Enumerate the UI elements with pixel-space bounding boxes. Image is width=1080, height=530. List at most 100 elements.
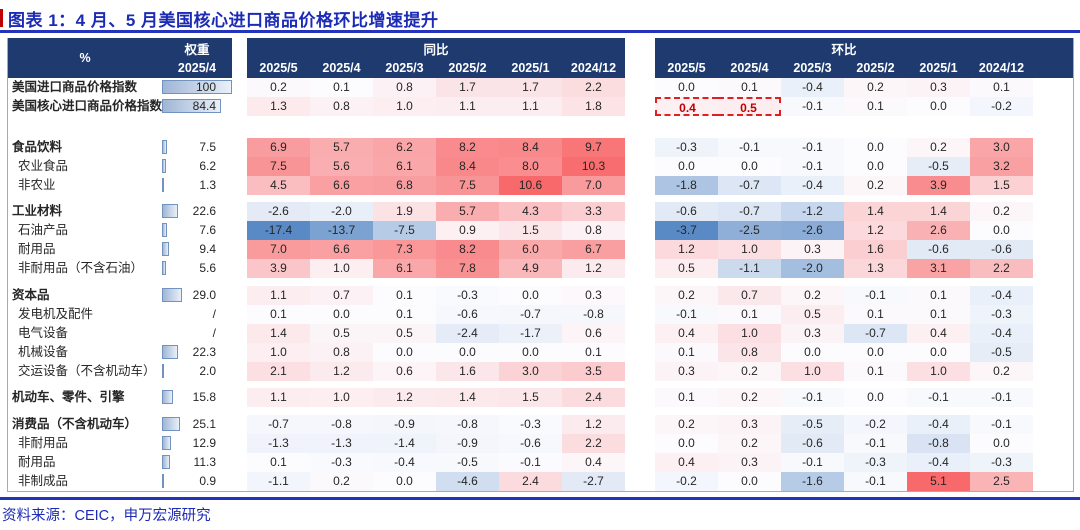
weight-bar	[162, 436, 172, 450]
period-label: 2025/5	[667, 61, 706, 75]
block-gap	[232, 388, 247, 407]
header-gap	[232, 38, 247, 78]
mom-cell: -2.0	[781, 259, 844, 278]
mom-cell: -0.1	[781, 97, 844, 116]
mom-cell: -0.1	[844, 472, 907, 491]
mom-cell-highlighted: 0.5	[718, 97, 781, 116]
weight-bar	[162, 474, 164, 488]
right-pad	[1033, 453, 1073, 472]
mom-cell: 1.4	[844, 202, 907, 221]
mom-cell: 0.0	[844, 388, 907, 407]
yoy-cell: -4.6	[436, 472, 499, 491]
mom-cell: -0.5	[907, 157, 970, 176]
block-gap	[232, 138, 247, 157]
yoy-cell: 2.4	[562, 388, 625, 407]
yoy-cell: 0.0	[373, 343, 436, 362]
yoy-cell: 6.7	[562, 240, 625, 259]
right-pad	[1033, 305, 1073, 324]
right-pad	[1033, 362, 1073, 381]
yoy-cell: 1.7	[499, 78, 562, 97]
weight-cell: 0.9	[162, 472, 232, 491]
yoy-cell: -1.4	[373, 434, 436, 453]
yoy-cell: 6.2	[373, 138, 436, 157]
weight-value: 7.5	[199, 140, 216, 154]
block-gap	[625, 138, 655, 157]
block-gap	[232, 221, 247, 240]
yoy-cell: 7.8	[436, 259, 499, 278]
mom-cell: 3.0	[970, 138, 1033, 157]
yoy-cell: 1.6	[436, 362, 499, 381]
mom-cell: -0.5	[781, 415, 844, 434]
mom-cell: -0.5	[970, 343, 1033, 362]
mom-cell: 0.0	[907, 343, 970, 362]
yoy-cell: 8.2	[436, 240, 499, 259]
figure-title: 图表 1：4 月、5 月美国核心进口商品价格环比增速提升	[8, 10, 439, 30]
period-label: 2025/2	[856, 61, 895, 75]
mom-cell: -2.5	[718, 221, 781, 240]
title-accent-bar	[0, 9, 3, 27]
yoy-cell: 1.7	[436, 78, 499, 97]
weight-value: 7.6	[199, 223, 216, 237]
table-header: % 权重 2025/4 同比 2025/5 2025/4 2025/3 2025/2 2…	[8, 38, 1073, 78]
yoy-cell: 5.6	[310, 157, 373, 176]
mom-cell: -0.1	[907, 388, 970, 407]
weight-value: 100	[195, 80, 216, 94]
weight-bar	[162, 159, 167, 173]
mom-cell: -0.4	[907, 415, 970, 434]
yoy-cell: -1.1	[247, 472, 310, 491]
weight-cell: 11.3	[162, 453, 232, 472]
yoy-label: 同比	[423, 42, 449, 57]
right-pad	[1033, 286, 1073, 305]
mom-label: 环比	[831, 42, 857, 57]
yoy-cell: 0.0	[436, 343, 499, 362]
yoy-cell: 7.5	[247, 157, 310, 176]
yoy-cell: 0.1	[247, 305, 310, 324]
mom-cell: -0.6	[970, 240, 1033, 259]
mom-cell: -1.2	[781, 202, 844, 221]
mom-cell: -1.1	[718, 259, 781, 278]
yoy-cell: 0.0	[499, 286, 562, 305]
period-label: 2025/3	[385, 61, 424, 75]
weight-cell: /	[162, 324, 232, 343]
weight-cell: 1.3	[162, 176, 232, 195]
yoy-cell: 0.0	[373, 472, 436, 491]
yoy-cell: -1.7	[499, 324, 562, 343]
block-gap	[232, 78, 247, 97]
weight-value: 25.1	[192, 417, 216, 431]
yoy-cell: 6.0	[499, 240, 562, 259]
yoy-cell: 0.3	[562, 286, 625, 305]
mom-cell: -0.1	[718, 138, 781, 157]
mom-cell: 0.0	[970, 434, 1033, 453]
weight-bar	[162, 261, 166, 275]
block-gap	[625, 157, 655, 176]
yoy-cell: 0.5	[310, 324, 373, 343]
row-label: 食品饮料	[12, 140, 63, 154]
yoy-cell: 6.8	[373, 176, 436, 195]
block-gap	[625, 176, 655, 195]
mom-cell: 0.2	[844, 176, 907, 195]
block-gap	[232, 362, 247, 381]
mom-cell: -0.7	[718, 176, 781, 195]
mom-cell: -3.7	[655, 221, 718, 240]
row-label: 美国进口商品价格指数	[12, 80, 138, 94]
mom-cell: 0.0	[655, 78, 718, 97]
price-table: % 权重 2025/4 同比 2025/5 2025/4 2025/3 2025/2 2…	[7, 38, 1074, 492]
yoy-cell: 0.8	[310, 97, 373, 116]
period-label: 2025/1	[511, 61, 550, 75]
row-label: 机械设备	[18, 345, 69, 359]
yoy-cell: 1.3	[247, 97, 310, 116]
row-label: 交运设备（不含机动车）	[18, 364, 156, 378]
block-gap	[625, 259, 655, 278]
unit-label: %	[79, 51, 91, 65]
mom-cell: 0.2	[781, 286, 844, 305]
period-label: 2025/1	[919, 61, 958, 75]
mom-cell: 3.9	[907, 176, 970, 195]
table-row: 耐用品 9.4 7.0 6.6 7.3 8.2 6.0 6.7 1.2 1.0 0.3 1.6 -0.6…	[8, 240, 1073, 259]
yoy-cell: 0.1	[373, 286, 436, 305]
yoy-cell: 0.0	[499, 343, 562, 362]
mom-cell: 1.0	[907, 362, 970, 381]
header-yoy-block: 同比 2025/5 2025/4 2025/3 2025/2 2025/1 2024/12	[247, 38, 625, 78]
weight-period-label: 2025/4	[177, 61, 217, 75]
weight-value: /	[212, 307, 216, 321]
mom-cell: -0.3	[970, 305, 1033, 324]
